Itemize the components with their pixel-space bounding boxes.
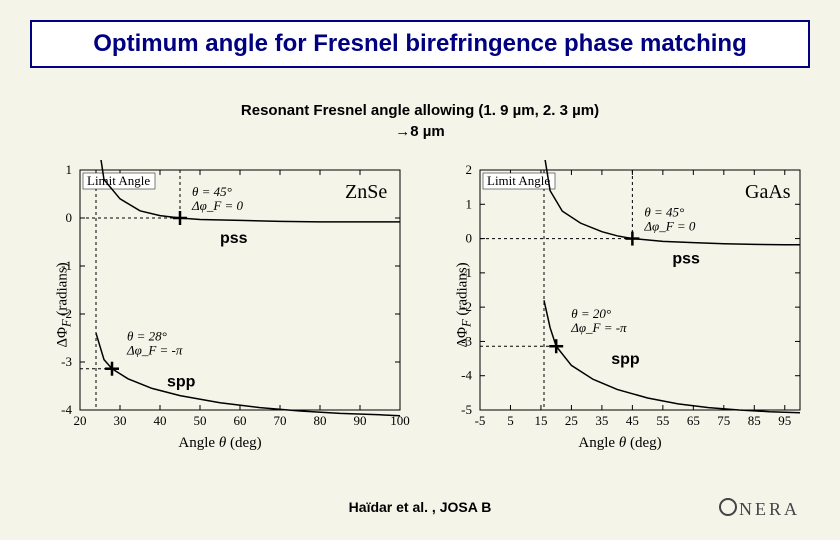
svg-text:65: 65 <box>687 413 700 428</box>
svg-text:pss: pss <box>672 251 700 268</box>
svg-text:60: 60 <box>234 413 247 428</box>
svg-text:0: 0 <box>66 210 73 225</box>
svg-text:Limit Angle: Limit Angle <box>487 173 550 188</box>
svg-text:θ = 45°: θ = 45° <box>644 205 684 220</box>
svg-text:-4: -4 <box>61 402 72 417</box>
svg-text:Limit Angle: Limit Angle <box>87 173 150 188</box>
svg-text:θ = 20°: θ = 20° <box>571 306 611 321</box>
svg-text:2: 2 <box>466 162 473 177</box>
logo: NERA <box>719 497 800 520</box>
svg-text:1: 1 <box>466 196 473 211</box>
svg-text:-4: -4 <box>461 368 472 383</box>
svg-text:spp: spp <box>167 374 196 391</box>
svg-text:25: 25 <box>565 413 578 428</box>
svg-text:θ = 28°: θ = 28° <box>127 329 167 344</box>
svg-text:15: 15 <box>534 413 547 428</box>
svg-text:85: 85 <box>748 413 761 428</box>
svg-text:70: 70 <box>274 413 287 428</box>
svg-text:95: 95 <box>778 413 791 428</box>
svg-text:35: 35 <box>595 413 608 428</box>
logo-circle-icon <box>719 498 737 516</box>
chart-right-svg: -55152535455565758595-5-4-3-2-1012Limit … <box>430 160 810 450</box>
svg-text:30: 30 <box>114 413 127 428</box>
svg-text:-5: -5 <box>461 402 472 417</box>
svg-text:55: 55 <box>656 413 669 428</box>
svg-text:75: 75 <box>717 413 730 428</box>
svg-text:pss: pss <box>220 230 248 247</box>
xlabel-right: Angle θ (deg) <box>578 435 661 452</box>
logo-text: NERA <box>739 499 800 519</box>
svg-text:80: 80 <box>314 413 327 428</box>
chart-left-svg: 2030405060708090100-4-3-2-101Limit Angle… <box>30 160 410 450</box>
svg-text:Δφ_F = -π: Δφ_F = -π <box>570 320 627 335</box>
title-box: Optimum angle for Fresnel birefringence … <box>30 20 810 68</box>
arrow-icon: → <box>395 121 410 142</box>
subtitle-line2: 8 µm <box>410 123 445 140</box>
chart-left: ΔΦF (radians) Angle θ (deg) 20 30 40 50 60 70… <box>30 160 410 450</box>
subtitle: Resonant Fresnel angle allowing (1. 9 µm… <box>0 100 840 142</box>
svg-text:GaAs: GaAs <box>745 181 791 203</box>
svg-text:90: 90 <box>354 413 367 428</box>
xlabel-left: Angle θ (deg) <box>178 435 261 452</box>
svg-text:Δφ_F = 0: Δφ_F = 0 <box>191 198 244 213</box>
svg-text:-5: -5 <box>475 413 486 428</box>
chart-right: ΔΦF (radians) Angle θ (deg) -5 5 15 25 35 45 5… <box>430 160 810 450</box>
svg-text:40: 40 <box>154 413 167 428</box>
svg-text:Δφ_F = -π: Δφ_F = -π <box>126 343 183 358</box>
svg-text:1: 1 <box>66 162 73 177</box>
svg-text:50: 50 <box>194 413 207 428</box>
svg-text:Δφ_F = 0: Δφ_F = 0 <box>643 219 696 234</box>
svg-text:-3: -3 <box>61 354 72 369</box>
svg-text:45: 45 <box>626 413 639 428</box>
svg-text:5: 5 <box>507 413 514 428</box>
charts-row: ΔΦF (radians) Angle θ (deg) 203040506070… <box>30 160 810 450</box>
svg-text:20: 20 <box>74 413 87 428</box>
svg-text:ZnSe: ZnSe <box>345 181 387 203</box>
ylabel-left: ΔΦF (radians) <box>55 262 75 347</box>
svg-text:spp: spp <box>611 351 640 368</box>
citation: Haïdar et al. , JOSA B <box>0 499 840 515</box>
svg-text:θ = 45°: θ = 45° <box>192 184 232 199</box>
svg-text:0: 0 <box>466 231 473 246</box>
ylabel-right: ΔΦF (radians) <box>455 262 475 347</box>
page-title: Optimum angle for Fresnel birefringence … <box>93 30 746 57</box>
subtitle-line1: Resonant Fresnel angle allowing (1. 9 µm… <box>241 102 599 119</box>
